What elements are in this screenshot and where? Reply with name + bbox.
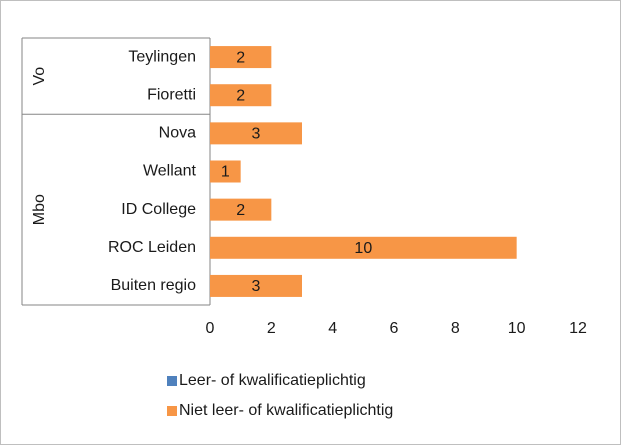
bar [210, 198, 272, 221]
y-tick-label: ID College [121, 201, 196, 218]
x-tick-label: 2 [267, 320, 276, 337]
y-tick-label: ROC Leiden [108, 239, 196, 256]
x-tick-label: 4 [328, 320, 337, 337]
legend-label: Niet leer- of kwalificatieplichtig [179, 402, 393, 419]
legend-swatch [167, 406, 177, 416]
y-tick-label: Teylingen [128, 48, 196, 65]
bar [210, 84, 272, 107]
bar [210, 274, 302, 297]
legend-label: Leer- of kwalificatieplichtig [179, 372, 366, 389]
bar [210, 46, 272, 69]
x-tick-label: 8 [451, 320, 460, 337]
group-label: Mbo [31, 194, 48, 225]
x-tick-label: 6 [390, 320, 399, 337]
y-tick-label: Fioretti [147, 86, 196, 103]
y-tick-label: Wellant [143, 163, 197, 180]
data-label: 3 [252, 126, 261, 143]
x-tick-label: 0 [206, 320, 215, 337]
y-tick-label: Nova [159, 125, 196, 142]
x-tick-label: 10 [508, 320, 526, 337]
bar [210, 160, 241, 183]
data-label: 2 [236, 202, 245, 219]
data-label: 1 [221, 164, 230, 181]
data-label: 2 [236, 49, 245, 66]
bar [210, 122, 302, 145]
bar [210, 236, 517, 259]
x-tick-label: 12 [569, 320, 587, 337]
y-tick-label: Buiten regio [111, 277, 196, 294]
data-label: 3 [252, 278, 261, 295]
legend-swatch [167, 376, 177, 386]
data-label: 10 [354, 240, 372, 257]
data-label: 2 [236, 87, 245, 104]
group-label: Vo [31, 67, 48, 86]
